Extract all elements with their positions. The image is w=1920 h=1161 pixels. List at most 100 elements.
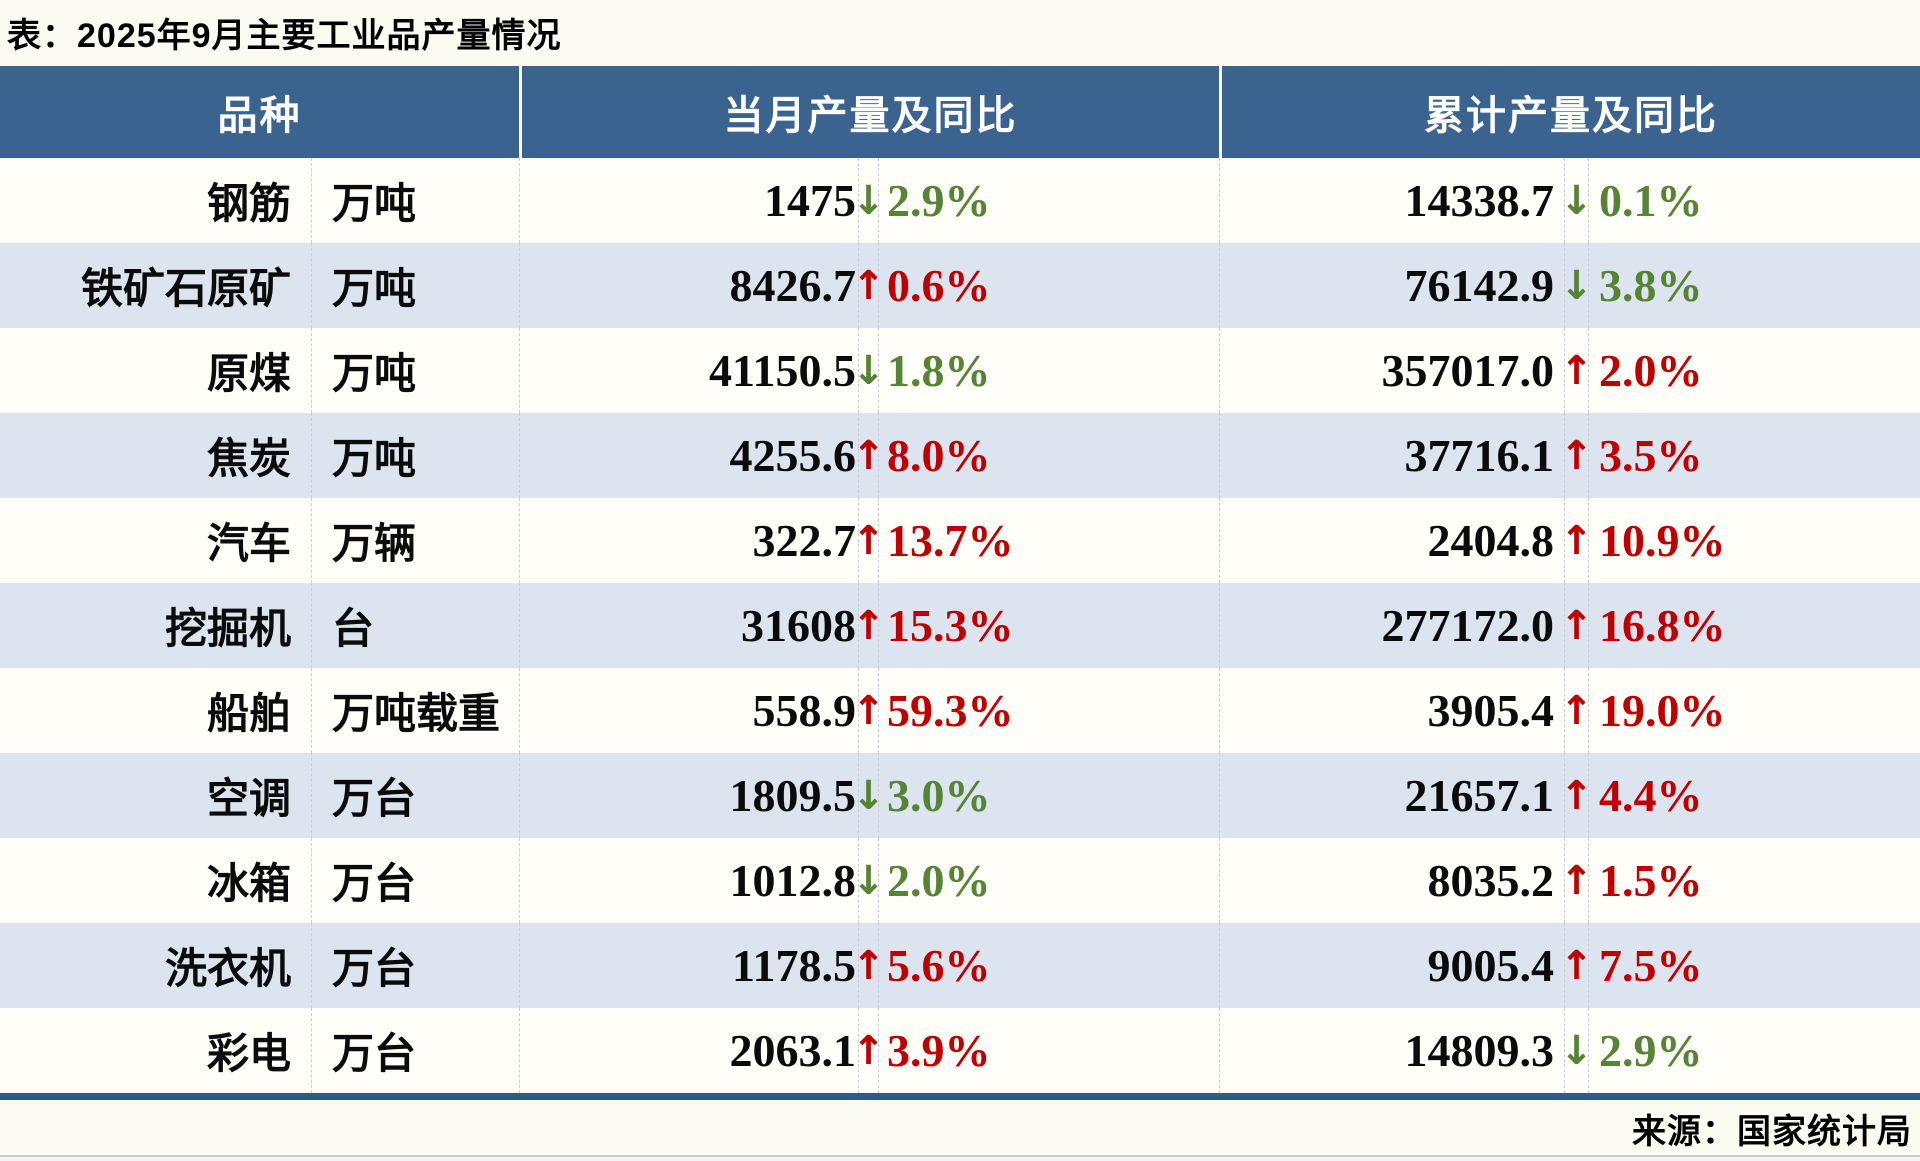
product-name: 焦炭: [206, 435, 291, 482]
product-name: 彩电: [206, 1030, 291, 1077]
monthly-yoy-percent: 3.9%: [878, 1008, 1219, 1093]
cumulative-output-value: 14809.3: [1219, 1008, 1564, 1093]
cumulative-yoy-percent: 10.9%: [1588, 498, 1920, 583]
product-unit: 万吨: [311, 413, 519, 498]
cumulative-trend-arrow-icon: ↓: [1560, 1008, 1593, 1093]
cumulative-output-value: 8035.2: [1219, 838, 1564, 923]
table-bottom-border: [0, 1093, 1920, 1100]
product-name: 钢筋: [206, 180, 291, 227]
monthly-trend-arrow-icon: ↓: [852, 328, 885, 413]
product-name: 船舶: [206, 690, 291, 737]
cumulative-output-value: 21657.1: [1219, 753, 1564, 838]
bottom-margin: [0, 1157, 1920, 1161]
monthly-output-value: 1475: [519, 158, 858, 243]
cumulative-yoy-percent: 3.8%: [1588, 243, 1920, 328]
header-cumulative-output: 累计产量及同比: [1222, 66, 1920, 158]
table-row: 汽车 万辆 322.7 ↑ 13.7% 2404.8 ↑ 10.9%: [0, 498, 1920, 583]
cumulative-yoy-percent: 3.5%: [1588, 413, 1920, 498]
cumulative-output-value: 14338.7: [1219, 158, 1564, 243]
cumulative-output-value: 9005.4: [1219, 923, 1564, 1008]
product-name: 挖掘机: [164, 605, 291, 652]
table-row: 焦炭 万吨 4255.6 ↑ 8.0% 37716.1 ↑ 3.5%: [0, 413, 1920, 498]
table-row: 挖掘机 台 31608 ↑ 15.3% 277172.0 ↑ 16.8%: [0, 583, 1920, 668]
monthly-trend-arrow-icon: ↓: [852, 753, 885, 838]
monthly-output-value: 31608: [519, 583, 858, 668]
cumulative-output-value: 76142.9: [1219, 243, 1564, 328]
product-unit: 万台: [311, 838, 519, 923]
monthly-output-value: 2063.1: [519, 1008, 858, 1093]
cumulative-output-value: 37716.1: [1219, 413, 1564, 498]
monthly-yoy-percent: 5.6%: [878, 923, 1219, 1008]
product-name: 洗衣机: [164, 945, 291, 992]
cumulative-trend-arrow-icon: ↓: [1560, 158, 1593, 243]
cumulative-yoy-percent: 2.9%: [1588, 1008, 1920, 1093]
monthly-yoy-percent: 13.7%: [878, 498, 1219, 583]
monthly-output-value: 1809.5: [519, 753, 858, 838]
product-unit: 万吨: [311, 328, 519, 413]
product-unit: 台: [311, 583, 519, 668]
monthly-output-value: 8426.7: [519, 243, 858, 328]
product-name: 铁矿石原矿: [80, 265, 291, 312]
cumulative-trend-arrow-icon: ↑: [1560, 668, 1593, 753]
cumulative-trend-arrow-icon: ↑: [1560, 583, 1593, 668]
cumulative-output-value: 357017.0: [1219, 328, 1564, 413]
header-monthly-output: 当月产量及同比: [522, 66, 1219, 158]
product-name: 冰箱: [206, 860, 291, 907]
monthly-yoy-percent: 1.8%: [878, 328, 1219, 413]
monthly-output-value: 322.7: [519, 498, 858, 583]
table-row: 铁矿石原矿 万吨 8426.7 ↑ 0.6% 76142.9 ↓ 3.8%: [0, 243, 1920, 328]
cumulative-trend-arrow-icon: ↑: [1560, 923, 1593, 1008]
cumulative-trend-arrow-icon: ↑: [1560, 498, 1593, 583]
table-row: 原煤 万吨 41150.5 ↓ 1.8% 357017.0 ↑ 2.0%: [0, 328, 1920, 413]
cumulative-trend-arrow-icon: ↓: [1560, 243, 1593, 328]
product-unit: 万吨: [311, 158, 519, 243]
monthly-trend-arrow-icon: ↑: [852, 1008, 885, 1093]
monthly-trend-arrow-icon: ↑: [852, 243, 885, 328]
industrial-output-table: 品种 当月产量及同比 累计产量及同比 钢筋 万吨 1475 ↓ 2.9% 143…: [0, 66, 1920, 1093]
product-unit: 万吨: [311, 243, 519, 328]
monthly-output-value: 4255.6: [519, 413, 858, 498]
monthly-trend-arrow-icon: ↑: [852, 583, 885, 668]
cumulative-yoy-percent: 19.0%: [1588, 668, 1920, 753]
product-name: 原煤: [206, 350, 291, 397]
monthly-output-value: 1178.5: [519, 923, 858, 1008]
table-row: 空调 万台 1809.5 ↓ 3.0% 21657.1 ↑ 4.4%: [0, 753, 1920, 838]
header-category: 品种: [0, 66, 519, 158]
monthly-trend-arrow-icon: ↑: [852, 413, 885, 498]
cumulative-yoy-percent: 4.4%: [1588, 753, 1920, 838]
monthly-output-value: 41150.5: [519, 328, 858, 413]
cumulative-output-value: 277172.0: [1219, 583, 1564, 668]
product-unit: 万台: [311, 753, 519, 838]
product-unit: 万吨载重: [311, 668, 519, 753]
table-row: 洗衣机 万台 1178.5 ↑ 5.6% 9005.4 ↑ 7.5%: [0, 923, 1920, 1008]
cumulative-yoy-percent: 1.5%: [1588, 838, 1920, 923]
source-caption: 来源：国家统计局: [1632, 1113, 1912, 1151]
monthly-yoy-percent: 59.3%: [878, 668, 1219, 753]
cumulative-yoy-percent: 0.1%: [1588, 158, 1920, 243]
monthly-yoy-percent: 8.0%: [878, 413, 1219, 498]
monthly-yoy-percent: 15.3%: [878, 583, 1219, 668]
monthly-trend-arrow-icon: ↓: [852, 158, 885, 243]
product-unit: 万台: [311, 923, 519, 1008]
cumulative-trend-arrow-icon: ↑: [1560, 753, 1593, 838]
monthly-yoy-percent: 2.0%: [878, 838, 1219, 923]
monthly-output-value: 558.9: [519, 668, 858, 753]
cumulative-yoy-percent: 7.5%: [1588, 923, 1920, 1008]
product-name: 汽车: [206, 520, 291, 567]
page-title: 表：2025年9月主要工业品产量情况: [7, 17, 562, 55]
cumulative-trend-arrow-icon: ↑: [1560, 328, 1593, 413]
monthly-trend-arrow-icon: ↑: [852, 498, 885, 583]
table-row: 彩电 万台 2063.1 ↑ 3.9% 14809.3 ↓ 2.9%: [0, 1008, 1920, 1093]
monthly-trend-arrow-icon: ↓: [852, 838, 885, 923]
cumulative-yoy-percent: 2.0%: [1588, 328, 1920, 413]
table-row: 冰箱 万台 1012.8 ↓ 2.0% 8035.2 ↑ 1.5%: [0, 838, 1920, 923]
product-unit: 万辆: [311, 498, 519, 583]
cumulative-trend-arrow-icon: ↑: [1560, 413, 1593, 498]
monthly-yoy-percent: 2.9%: [878, 158, 1219, 243]
monthly-yoy-percent: 3.0%: [878, 753, 1219, 838]
product-unit: 万台: [311, 1008, 519, 1093]
monthly-trend-arrow-icon: ↑: [852, 668, 885, 753]
table-row: 船舶 万吨载重 558.9 ↑ 59.3% 3905.4 ↑ 19.0%: [0, 668, 1920, 753]
table-body: 钢筋 万吨 1475 ↓ 2.9% 14338.7 ↓ 0.1% 铁矿石原矿 万…: [0, 158, 1920, 1093]
monthly-output-value: 1012.8: [519, 838, 858, 923]
